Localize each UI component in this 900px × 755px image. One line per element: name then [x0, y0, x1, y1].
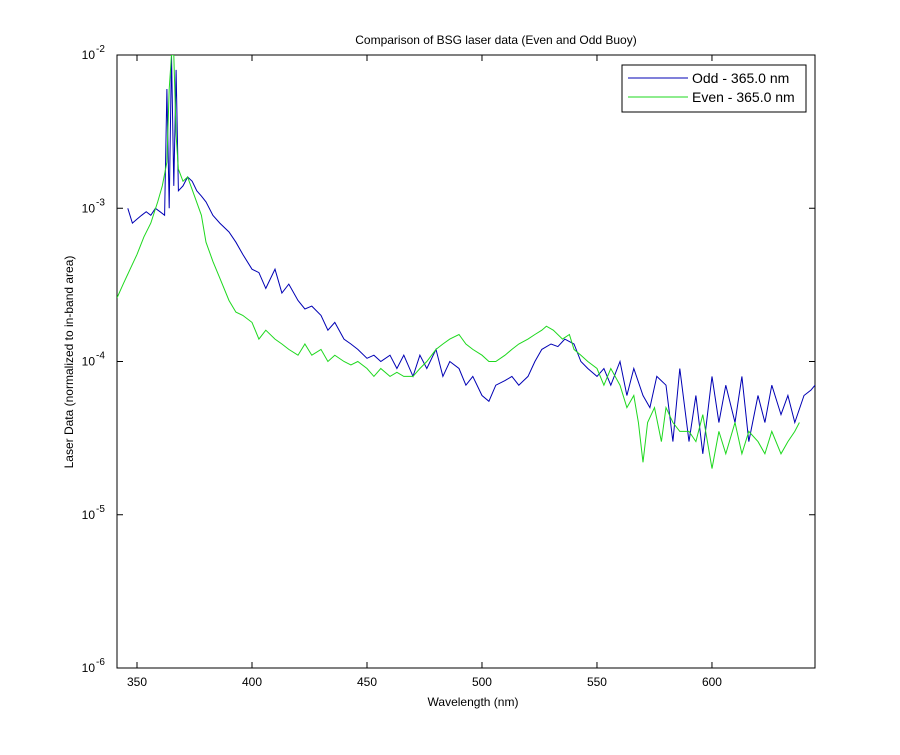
- plot-area: [116, 54, 816, 669]
- chart-title: Comparison of BSG laser data (Even and O…: [355, 33, 636, 47]
- y-tick-exponent: -4: [96, 351, 105, 362]
- legend-label: Odd - 365.0 nm: [692, 70, 789, 86]
- y-tick-label: 10: [82, 201, 96, 215]
- y-tick-label: 10: [82, 355, 96, 369]
- x-tick-label: 350: [127, 675, 147, 689]
- y-tick-label: 10: [82, 508, 96, 522]
- series-group: [117, 55, 815, 469]
- x-tick-label: 600: [702, 675, 722, 689]
- y-axis-label: Laser Data (normalized to in-band area): [62, 256, 76, 469]
- x-tick-label: 550: [587, 675, 607, 689]
- y-tick-exponent: -6: [96, 657, 105, 668]
- y-tick-exponent: -3: [96, 197, 105, 208]
- y-tick-label: 10: [82, 48, 96, 62]
- y-tick-exponent: -2: [96, 44, 105, 55]
- x-axis-label: Wavelength (nm): [428, 695, 519, 709]
- x-tick-label: 500: [472, 675, 492, 689]
- x-tick-label: 450: [357, 675, 377, 689]
- legend-box: [621, 64, 807, 113]
- x-tick-label: 400: [242, 675, 262, 689]
- y-tick-exponent: -5: [96, 504, 105, 515]
- y-tick-label: 10: [82, 661, 96, 675]
- data-line: [117, 55, 800, 469]
- legend-label: Even - 365.0 nm: [692, 89, 795, 105]
